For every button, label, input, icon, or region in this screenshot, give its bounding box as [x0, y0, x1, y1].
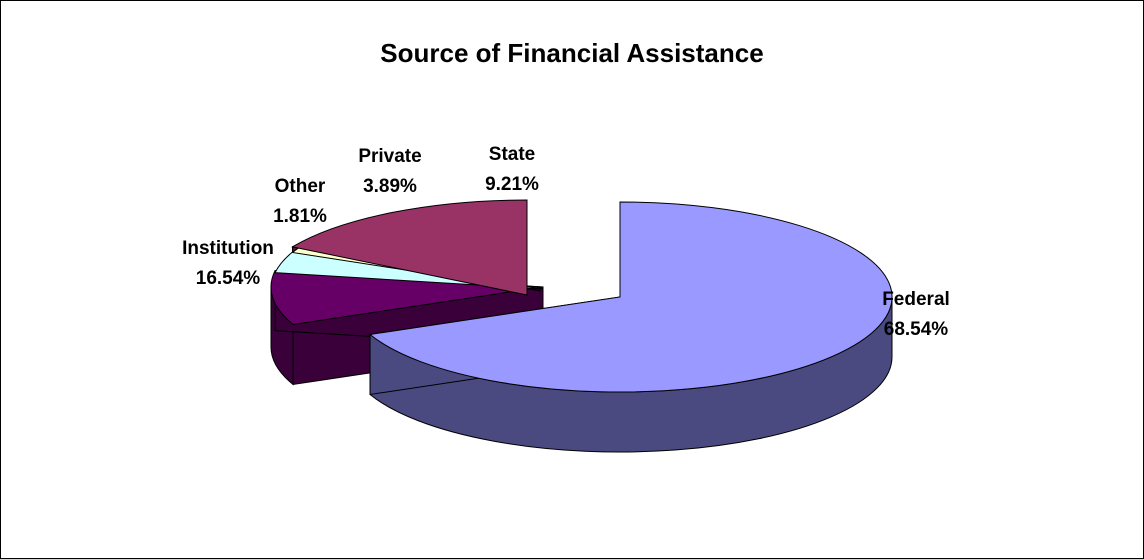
slice-name-private: Private	[358, 146, 421, 167]
pie-slice-institution	[291, 199, 528, 296]
slice-value-other: 1.81%	[273, 206, 327, 227]
slice-name-institution: Institution	[182, 238, 274, 259]
slice-value-institution: 16.54%	[196, 268, 261, 289]
slice-name-state: State	[489, 144, 535, 165]
chart-title: Source of Financial Assistance	[380, 38, 764, 68]
slice-name-federal: Federal	[882, 289, 950, 310]
slice-value-federal: 68.54%	[884, 319, 949, 340]
slice-value-private: 3.89%	[363, 176, 417, 197]
pie-slice-federal	[368, 201, 893, 393]
slice-value-state: 9.21%	[485, 174, 539, 195]
slice-name-other: Other	[275, 176, 326, 197]
